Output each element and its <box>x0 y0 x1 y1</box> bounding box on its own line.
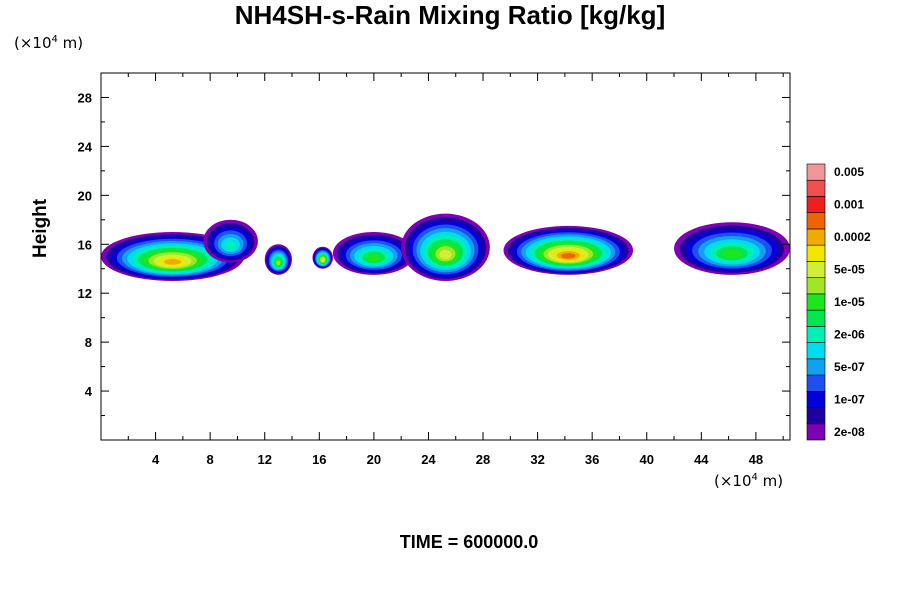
colorbar: 2e-08 1e-07 5e-07 2e-06 1e-05 5e-05 0.0002 0.00… <box>806 163 871 441</box>
colorbar-swatch <box>806 309 826 327</box>
colorbar-label: 2e-06 <box>834 327 865 341</box>
x-tick-label: 28 <box>476 452 490 467</box>
rain-cell-8 <box>674 222 790 275</box>
colorbar-label: 0.005 <box>834 165 864 179</box>
time-label: TIME = 600000.0 <box>399 532 539 552</box>
contour-level-11 <box>321 258 325 262</box>
contour-level-9 <box>276 260 281 266</box>
colorbar-swatch <box>806 228 826 246</box>
colorbar-swatch <box>806 196 826 214</box>
x-tick-label: 40 <box>640 452 654 467</box>
x-tick-label: 24 <box>421 452 436 467</box>
colorbar-swatch <box>806 163 826 181</box>
x-tick-label: 12 <box>257 452 271 467</box>
colorbar-swatch <box>806 358 826 376</box>
plot-frame <box>100 72 791 441</box>
y-tick-label: 16 <box>78 237 92 252</box>
colorbar-swatch <box>806 277 826 295</box>
x-tick-label: 16 <box>312 452 326 467</box>
y-tick-label: 4 <box>85 384 93 399</box>
rain-cell-7 <box>503 225 634 275</box>
x-unit-exponent: 4 <box>751 472 758 483</box>
y-unit-suffix: m) <box>57 34 84 52</box>
colorbar-swatch <box>806 407 826 425</box>
x-tick-label: 8 <box>207 452 214 467</box>
chart-title: NH4SH-s-Rain Mixing Ratio [kg/kg] <box>234 0 666 30</box>
colorbar-swatch <box>806 293 826 311</box>
x-tick-label: 4 <box>152 452 160 467</box>
colorbar-swatch <box>806 374 826 392</box>
colorbar-swatch <box>806 342 826 360</box>
colorbar-swatch <box>806 261 826 278</box>
y-unit-exponent: 4 <box>51 34 58 45</box>
colorbar-label: 1e-05 <box>834 295 865 309</box>
contour-level-10 <box>439 249 452 260</box>
x-tick-label: 20 <box>367 452 381 467</box>
contour-level-13 <box>561 253 576 259</box>
y-tick-label: 28 <box>78 90 92 105</box>
contour-level-12 <box>164 259 182 265</box>
colorbar-swatch <box>806 326 826 343</box>
colorbar-label: 0.0002 <box>834 230 871 244</box>
rain-cell-2 <box>203 219 258 263</box>
rain-cell-6 <box>401 213 490 281</box>
contour-level-8 <box>722 249 742 259</box>
colorbar-swatch <box>806 423 826 441</box>
x-unit-suffix: m) <box>757 472 784 490</box>
y-axis: 4 8 12 16 20 24 28 <box>78 90 790 417</box>
x-axis-unit: (×104 m) <box>714 472 783 490</box>
colorbar-swatch <box>806 179 826 197</box>
x-tick-label: 32 <box>530 452 544 467</box>
contour-level-8 <box>367 254 381 262</box>
colorbar-label: 1e-07 <box>834 392 865 406</box>
y-axis-unit: (×104 m) <box>14 34 83 52</box>
contour-level-6 <box>224 240 237 250</box>
y-tick-label: 24 <box>78 139 93 154</box>
colorbar-swatch <box>806 390 826 408</box>
colorbar-label: 0.001 <box>834 198 864 212</box>
colorbar-swatch <box>806 212 826 230</box>
y-unit-prefix: (×10 <box>14 34 52 52</box>
x-axis: 4 8 12 16 20 24 28 32 36 40 44 48 <box>127 73 784 467</box>
colorbar-swatch <box>806 244 826 262</box>
y-tick-label: 12 <box>78 286 92 301</box>
x-unit-prefix: (×10 <box>714 472 752 490</box>
colorbar-label: 5e-05 <box>834 263 865 277</box>
rain-cell-4 <box>312 246 333 269</box>
contour-field <box>101 213 790 281</box>
y-tick-label: 20 <box>78 188 92 203</box>
x-tick-label: 48 <box>749 452 763 467</box>
rain-cell-5 <box>332 232 415 275</box>
colorbar-label: 5e-07 <box>834 360 865 374</box>
colorbar-label: 2e-08 <box>834 425 865 439</box>
rain-cell-3 <box>264 244 293 275</box>
y-tick-label: 8 <box>85 335 92 350</box>
x-tick-label: 44 <box>694 452 709 467</box>
x-tick-label: 36 <box>585 452 599 467</box>
